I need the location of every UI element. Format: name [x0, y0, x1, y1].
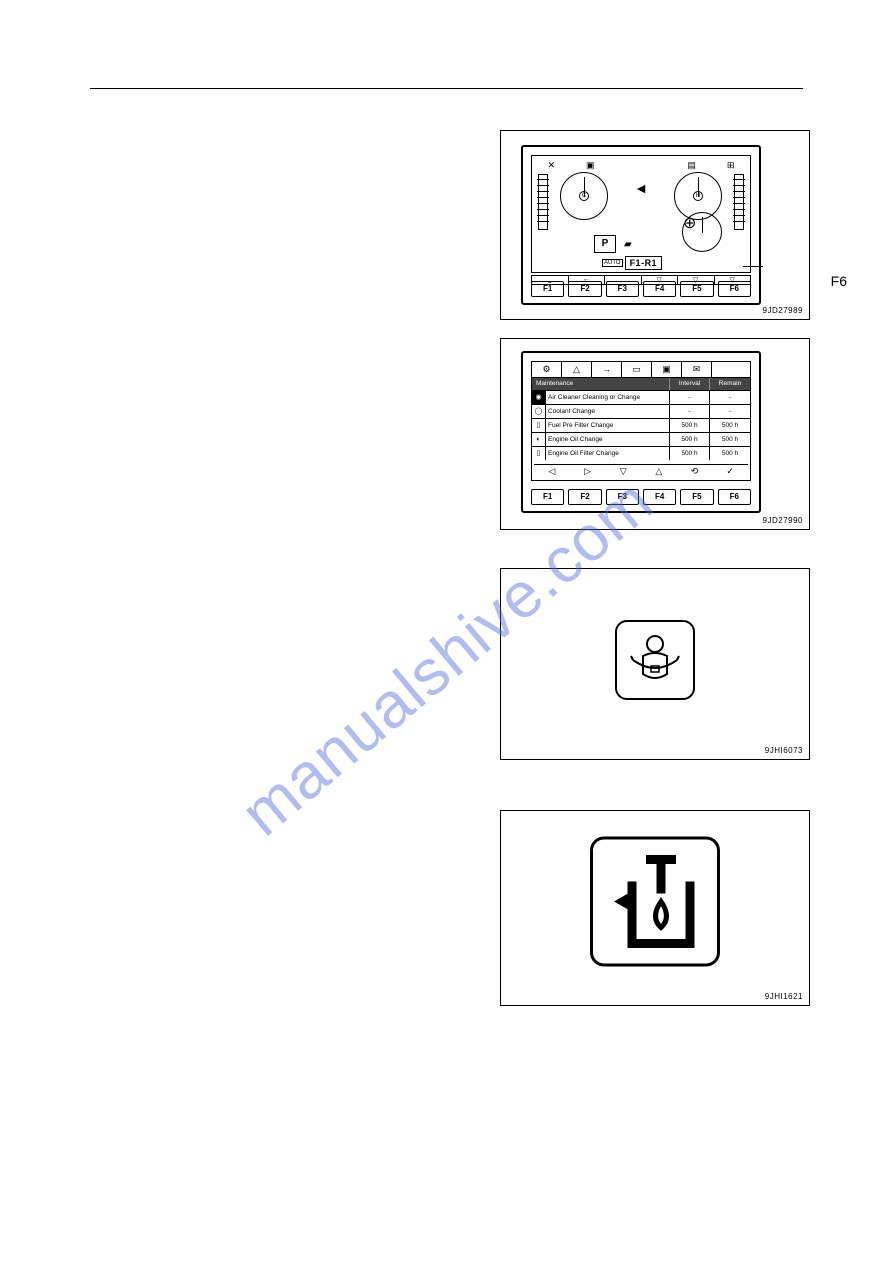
tab-row: ⚙ △ → ▭ ▣ ✉	[532, 362, 750, 378]
seatbelt-icon-frame	[615, 620, 695, 700]
gear-display: AUTO F1-R1	[602, 256, 662, 270]
row-icon: ◐	[532, 433, 546, 446]
table-row[interactable]: ▯ Engine Oil Filter Change 500 h 500 h	[532, 446, 750, 460]
icon-box: ▣	[586, 160, 595, 171]
table-row[interactable]: ◐ Engine Oil Change 500 h 500 h	[532, 432, 750, 446]
gauge-center-icon: ◄	[634, 180, 648, 196]
guide-up: △	[641, 465, 677, 478]
gauge-right-bar	[734, 174, 744, 230]
f3-button[interactable]: F3	[606, 281, 639, 297]
f6-button[interactable]: F6	[718, 489, 751, 505]
row-icon: ▯	[532, 447, 546, 460]
f6-callout: F6	[831, 273, 847, 289]
gear-indicator: F1-R1	[625, 256, 663, 270]
table-header: Maintenance Interval Remain	[532, 378, 750, 390]
function-button-row: F1 F2 F3 F4 F5 F6	[531, 489, 751, 505]
maintenance-table: Maintenance Interval Remain ◉ Air Cleane…	[532, 378, 750, 460]
auto-badge: AUTO	[602, 259, 623, 267]
hyd-oil-filter-icon	[610, 854, 700, 950]
row-remain: -	[710, 405, 750, 418]
seatbelt-icon	[625, 630, 685, 690]
gauge-temp: C	[560, 172, 608, 220]
table-row[interactable]: ▯ Fuel Pre Filter Change 500 h 500 h	[532, 418, 750, 432]
guide-icon-row: ◁ ▷ ▽ △ ⟲ ✓	[534, 464, 748, 478]
figure-panel-monitor-standard: ✕ ▣ ▤ ⊞ C ◄ H	[500, 130, 810, 320]
guide-left: ◁	[534, 465, 570, 478]
f1-button[interactable]: F1	[531, 489, 564, 505]
row-interval: -	[670, 405, 710, 418]
f4-button[interactable]: F4	[643, 281, 676, 297]
dial-coolant: C	[560, 172, 608, 220]
bar-gauge-left	[538, 174, 548, 230]
figure-id: 9JD27990	[763, 516, 803, 525]
figure-id: 9JHI1621	[765, 992, 803, 1001]
monitor-frame: ✕ ▣ ▤ ⊞ C ◄ H	[521, 145, 761, 305]
screen-top-icons: ✕ ▣ ▤ ⊞	[532, 160, 750, 171]
f3-button[interactable]: F3	[606, 489, 639, 505]
row-remain: 500 h	[710, 419, 750, 432]
f2-button[interactable]: F2	[568, 489, 601, 505]
guide-return: ⟲	[677, 465, 713, 478]
bar-gauge-right	[734, 174, 744, 230]
guide-ok: ✓	[712, 465, 748, 478]
row-interval: 500 h	[670, 419, 710, 432]
row-name: Fuel Pre Filter Change	[546, 419, 670, 432]
f1-button[interactable]: F1	[531, 281, 564, 297]
figure-id: 9JD27989	[763, 306, 803, 315]
monitor-frame: ⚙ △ → ▭ ▣ ✉ Maintenance Interval Remain …	[521, 351, 761, 513]
figure-panel-hyd-oil-filter: 9JHI1621	[500, 810, 810, 1006]
f4-button[interactable]: F4	[643, 489, 676, 505]
tab-6[interactable]: ✉	[682, 362, 712, 377]
row-interval: 500 h	[670, 433, 710, 446]
figure-id: 9JHI6073	[765, 746, 803, 755]
guide-right: ▷	[570, 465, 606, 478]
row-interval: -	[670, 391, 710, 404]
tab-4[interactable]: ▭	[622, 362, 652, 377]
icon-rect: ▤	[687, 160, 696, 171]
page-rule	[90, 88, 803, 89]
f5-button[interactable]: F5	[680, 489, 713, 505]
figure-panel-maintenance-list: ⚙ △ → ▭ ▣ ✉ Maintenance Interval Remain …	[500, 338, 810, 530]
row-name: Engine Oil Filter Change	[546, 447, 670, 460]
mode-p-box: P	[594, 235, 616, 253]
table-row[interactable]: ◉ Air Cleaner Cleaning or Change - -	[532, 390, 750, 404]
gauge-left	[538, 174, 548, 230]
row-icon: ▯	[532, 419, 546, 432]
row-name: Engine Oil Change	[546, 433, 670, 446]
row-remain: 500 h	[710, 433, 750, 446]
tab-maintenance[interactable]: ⚙	[532, 362, 562, 377]
f2-button[interactable]: F2	[568, 281, 601, 297]
tab-2[interactable]: △	[562, 362, 592, 377]
row-name: Coolant Change	[546, 405, 670, 418]
f5-button[interactable]: F5	[680, 281, 713, 297]
icon-grid: ⊞	[727, 160, 735, 171]
row-interval: 500 h	[670, 447, 710, 460]
tab-5[interactable]: ▣	[652, 362, 682, 377]
monitor-screen-standard: ✕ ▣ ▤ ⊞ C ◄ H	[531, 155, 751, 273]
icon-x: ✕	[547, 160, 555, 171]
row-icon: ◉	[532, 391, 546, 404]
figure-panel-seatbelt: 9JHI6073	[500, 568, 810, 760]
hyd-filter-icon-frame	[590, 837, 720, 967]
table-row[interactable]: ◯ Coolant Change - -	[532, 404, 750, 418]
function-button-row: F1 F2 F3 F4 F5 F6	[531, 281, 751, 297]
figure-column: ✕ ▣ ▤ ⊞ C ◄ H	[500, 130, 810, 1024]
row-icon: ◯	[532, 405, 546, 418]
row-remain: 500 h	[710, 447, 750, 460]
f6-button[interactable]: F6	[718, 281, 751, 297]
row-name: Air Cleaner Cleaning or Change	[546, 391, 670, 404]
col-remain: Remain	[710, 378, 750, 390]
guide-down: ▽	[605, 465, 641, 478]
maintenance-screen: ⚙ △ → ▭ ▣ ✉ Maintenance Interval Remain …	[531, 361, 751, 481]
mode-display: P ▰	[594, 232, 694, 256]
col-maintenance: Maintenance	[532, 378, 670, 390]
row-remain: -	[710, 391, 750, 404]
col-interval: Interval	[670, 378, 710, 390]
f6-leader-line	[743, 266, 763, 267]
shoe-icon: ▰	[624, 239, 632, 250]
tab-3[interactable]: →	[592, 362, 622, 377]
